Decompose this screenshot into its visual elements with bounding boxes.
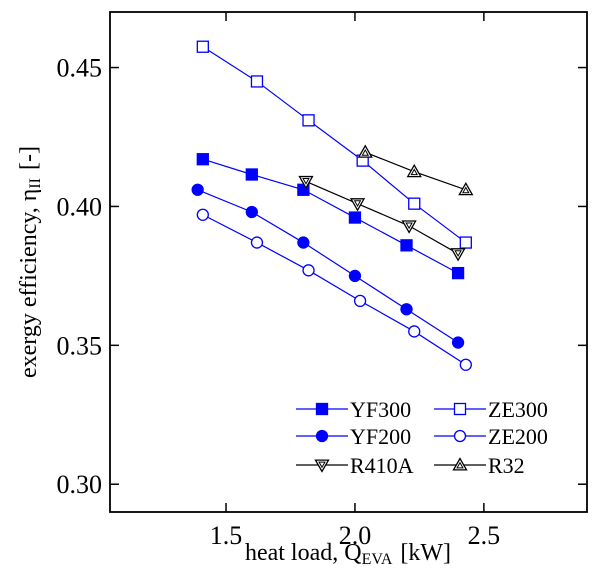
legend-item-r32: R32 [434,453,525,478]
data-point-yf200 [191,183,204,196]
legend-item-yf300: YF300 [296,397,411,422]
data-point-ze300 [196,40,209,53]
legend-label-r32: R32 [488,453,525,478]
data-point-r410a [349,198,366,212]
legend-item-ze300: ZE300 [434,397,548,422]
legend-item-yf200: YF200 [296,424,411,449]
data-point-ze200 [196,208,209,221]
data-point-r410a [298,175,314,190]
data-point-yf300 [451,266,465,280]
data-point-ze300 [408,197,421,210]
data-point-ze300 [302,114,315,127]
y-tick-label: 0.40 [57,192,103,221]
series-ze300 [196,40,472,249]
series-yf200 [191,183,465,349]
data-point-ze200 [353,294,367,308]
data-point-ze200 [250,236,264,249]
data-point-r32-inner [462,186,470,194]
legend-label-yf300: YF300 [350,397,411,422]
x-tick-label: 2.5 [468,521,501,550]
series-r410a [298,175,466,262]
legend-marker-yf200 [315,429,329,443]
series-line-yf200 [197,189,459,344]
data-point-yf200 [400,303,413,316]
legend: YF300 ZE300 YF200 ZE200 R410A R32 [296,397,548,478]
y-axis-label-text: exergy efficiency, η [16,189,42,378]
series-yf300 [196,153,465,280]
data-point-r410a-inner [405,222,413,230]
data-point-r410a-inner [353,200,362,207]
data-point-ze200 [459,358,472,371]
data-point-yf300 [400,239,413,252]
legend-item-r410a: R410A [296,453,414,478]
data-point-r410a [401,220,417,234]
y-tick-label: 0.30 [57,470,103,499]
data-point-yf200 [245,205,258,219]
data-point-r32-inner [361,148,370,156]
y-tick-label: 0.35 [57,331,103,360]
legend-marker-r410a [314,459,330,473]
legend-item-ze200: ZE200 [434,424,548,449]
legend-marker-yf300 [315,402,329,416]
data-point-r32 [406,163,422,178]
data-point-yf300 [196,153,209,166]
data-point-yf300 [245,168,258,181]
legend-marker-ze300 [453,402,467,416]
series-r32 [357,144,474,196]
legend-marker-r32-inner [456,461,464,469]
y-axis-label-subscript: II [27,178,44,189]
series-line-ze200 [202,214,467,366]
y-tick-label: 0.45 [57,54,103,83]
data-point-r410a-inner [454,250,462,257]
series-ze200 [196,208,472,371]
data-point-yf300 [348,211,362,224]
legend-label-yf200: YF200 [350,424,411,449]
data-point-ze200 [408,325,421,338]
y-axis-label: exergy efficiency, ηII [-] [16,146,44,378]
data-point-r32 [458,181,474,196]
data-point-ze300 [250,75,264,88]
x-axis-label-unit: [kW] [400,540,451,566]
data-point-r410a-inner [302,178,310,185]
legend-label-r410a: R410A [350,453,414,478]
data-point-yf200 [451,336,465,349]
x-axis-label: heat load, QEVA [kW] [245,540,451,568]
y-axis-label-unit: [-] [16,146,42,170]
series-line-ze300 [202,46,467,244]
series-line-yf300 [202,158,459,274]
legend-label-ze200: ZE200 [488,424,548,449]
legend-label-ze300: ZE300 [488,397,548,422]
x-axis: 1.5 2.0 2.5 [210,12,500,550]
series-layer [191,40,474,371]
x-tick-label: 1.5 [210,521,243,550]
data-point-r32 [357,144,373,158]
legend-marker-r410a-inner [318,461,326,469]
data-point-ze200 [302,264,315,277]
x-axis-label-text: heat load, Q [245,540,362,566]
legend-marker-ze200 [453,429,467,443]
data-point-yf200 [348,269,362,283]
x-tick-label: 2.0 [339,521,372,550]
plot-frame [109,11,588,513]
x-axis-label-subscript: EVA [362,551,393,568]
data-point-ze300 [459,236,472,249]
data-point-r32-inner [410,168,419,176]
y-axis: 0.30 0.35 0.40 0.45 [57,54,587,499]
legend-marker-r32 [452,457,468,471]
data-point-yf200 [297,236,310,249]
data-point-r410a [450,248,466,262]
series-line-r410a [305,180,459,255]
